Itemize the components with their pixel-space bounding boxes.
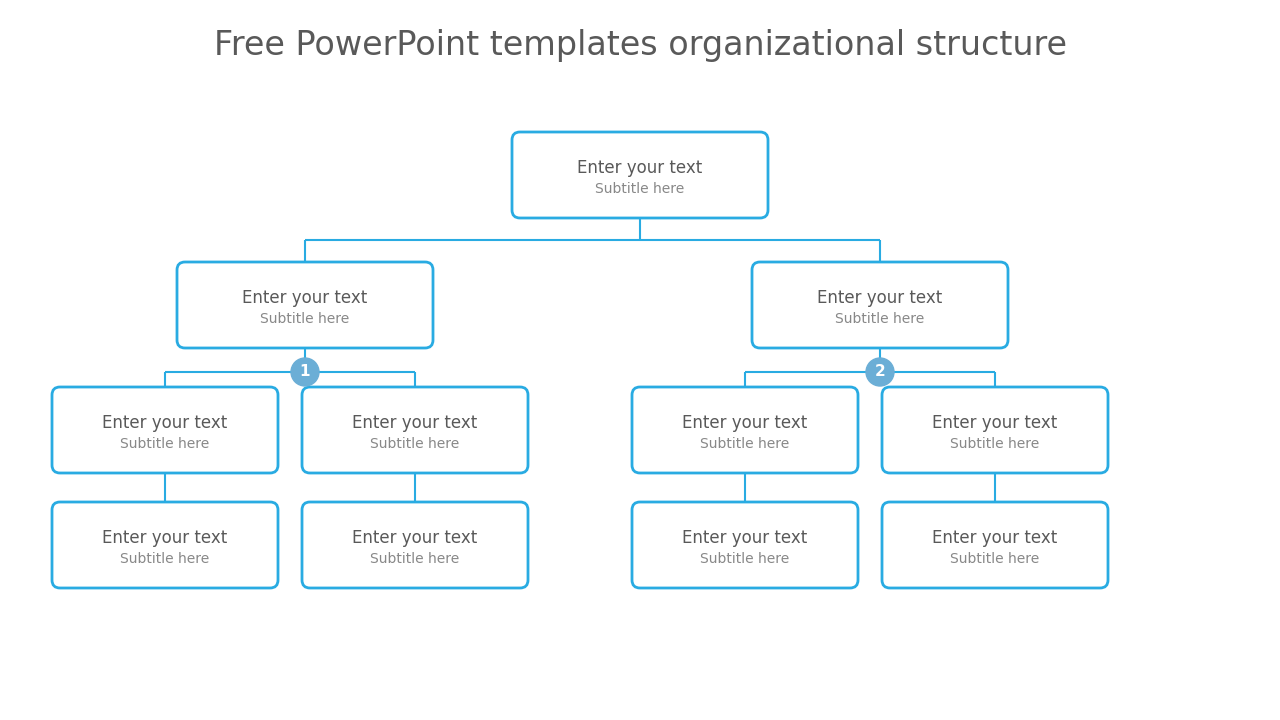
FancyBboxPatch shape [52, 387, 278, 473]
Text: Enter your text: Enter your text [352, 529, 477, 547]
Text: Enter your text: Enter your text [682, 529, 808, 547]
Text: Subtitle here: Subtitle here [950, 437, 1039, 451]
FancyBboxPatch shape [632, 387, 858, 473]
Text: 1: 1 [300, 364, 310, 379]
FancyBboxPatch shape [882, 387, 1108, 473]
Text: Enter your text: Enter your text [102, 529, 228, 547]
Text: Subtitle here: Subtitle here [700, 437, 790, 451]
Text: Subtitle here: Subtitle here [836, 312, 924, 326]
FancyBboxPatch shape [302, 502, 529, 588]
Text: 2: 2 [874, 364, 886, 379]
Circle shape [291, 358, 319, 386]
Text: Enter your text: Enter your text [102, 414, 228, 432]
Text: Subtitle here: Subtitle here [595, 182, 685, 196]
Text: Enter your text: Enter your text [352, 414, 477, 432]
FancyBboxPatch shape [52, 502, 278, 588]
Text: Subtitle here: Subtitle here [370, 552, 460, 566]
Text: Enter your text: Enter your text [242, 289, 367, 307]
FancyBboxPatch shape [753, 262, 1009, 348]
FancyBboxPatch shape [632, 502, 858, 588]
Text: Subtitle here: Subtitle here [120, 437, 210, 451]
Text: Subtitle here: Subtitle here [260, 312, 349, 326]
Text: Subtitle here: Subtitle here [120, 552, 210, 566]
Text: Subtitle here: Subtitle here [700, 552, 790, 566]
Text: Enter your text: Enter your text [932, 414, 1057, 432]
FancyBboxPatch shape [512, 132, 768, 218]
Circle shape [867, 358, 893, 386]
Text: Enter your text: Enter your text [682, 414, 808, 432]
Text: Subtitle here: Subtitle here [370, 437, 460, 451]
Text: Enter your text: Enter your text [932, 529, 1057, 547]
FancyBboxPatch shape [302, 387, 529, 473]
Text: Enter your text: Enter your text [818, 289, 942, 307]
FancyBboxPatch shape [177, 262, 433, 348]
Text: Subtitle here: Subtitle here [950, 552, 1039, 566]
FancyBboxPatch shape [882, 502, 1108, 588]
Text: Enter your text: Enter your text [577, 159, 703, 177]
Text: Free PowerPoint templates organizational structure: Free PowerPoint templates organizational… [214, 29, 1066, 61]
